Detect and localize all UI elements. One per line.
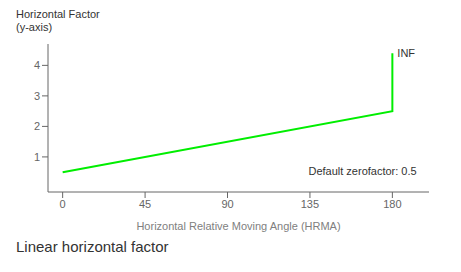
svg-text:4: 4 [34, 59, 40, 71]
svg-text:90: 90 [221, 198, 233, 210]
svg-text:1: 1 [34, 151, 40, 163]
svg-text:Default zerofactor: 0.5: Default zerofactor: 0.5 [308, 165, 416, 177]
svg-text:Horizontal Relative Moving Ang: Horizontal Relative Moving Angle (HRMA) [136, 220, 340, 232]
html-text:Horizontal Factor (y-axis): Horizontal Factor (y-axis) [16, 8, 100, 33]
svg-text:135: 135 [301, 198, 319, 210]
svg-text:2: 2 [34, 120, 40, 132]
svg-text:0: 0 [60, 198, 66, 210]
svg-text:INF: INF [397, 47, 415, 59]
svg-text:180: 180 [383, 198, 401, 210]
html-text:Linear horizontal factor: Linear horizontal factor [16, 238, 169, 255]
svg-text:45: 45 [139, 198, 151, 210]
svg-text:3: 3 [34, 90, 40, 102]
